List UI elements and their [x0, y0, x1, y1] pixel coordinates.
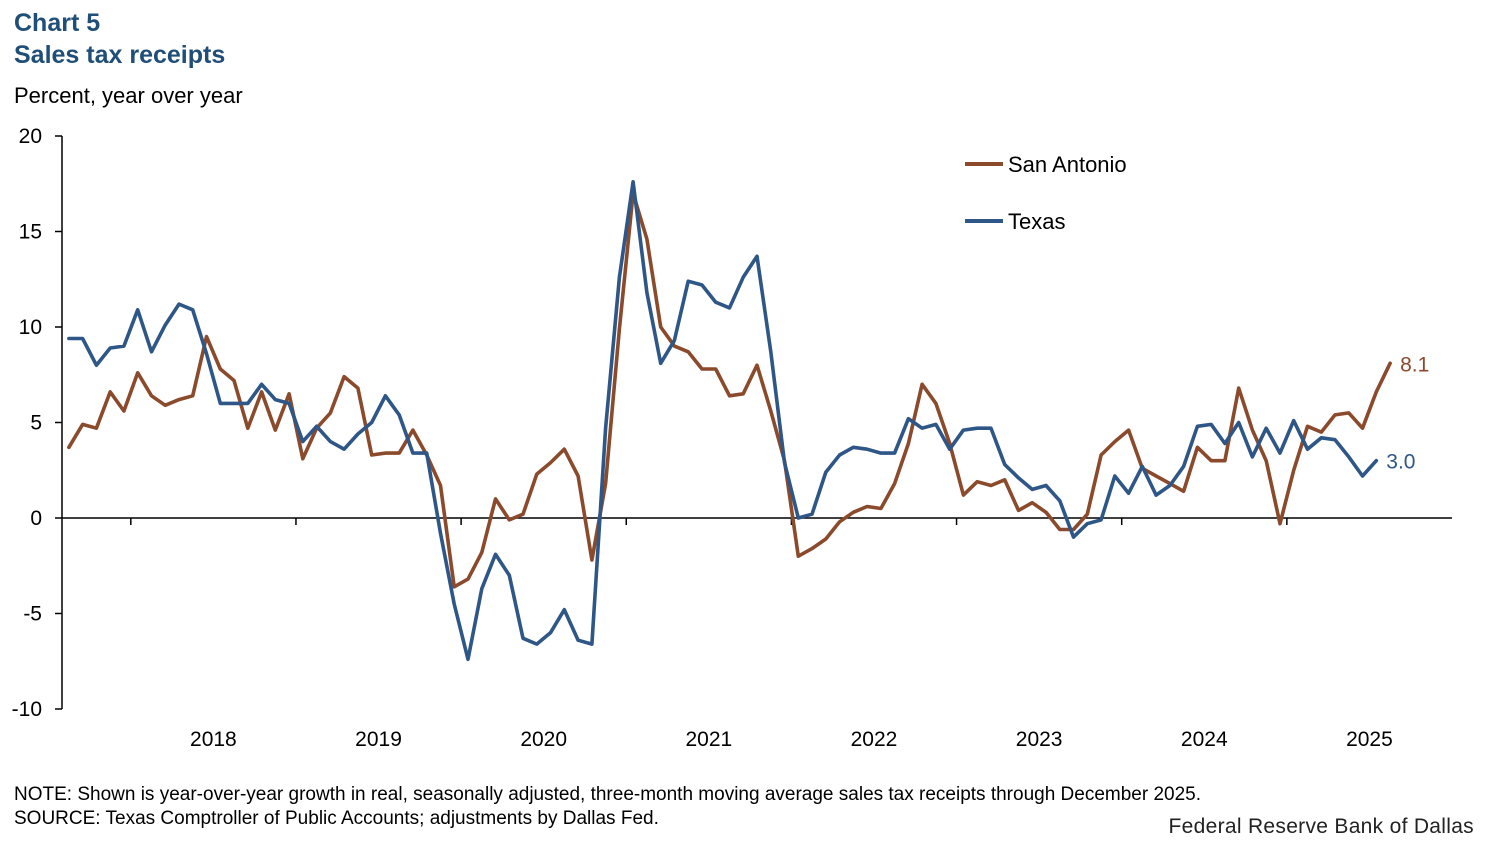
x-tick-label: 2022	[851, 728, 898, 751]
x-tick-label: 2021	[685, 728, 732, 751]
legend-label: Texas	[1008, 209, 1065, 234]
chart-number: Chart 5	[14, 9, 101, 37]
x-tick-label: 2023	[1016, 728, 1063, 751]
end-value-label: 3.0	[1386, 451, 1415, 474]
y-tick-label: -5	[23, 603, 42, 626]
y-tick-label: 20	[19, 125, 42, 148]
x-tick-label: 2018	[190, 728, 237, 751]
x-tick-label: 2024	[1181, 728, 1228, 751]
series-line-texas	[67, 180, 1379, 662]
legend-label: San Antonio	[1008, 152, 1127, 177]
chart-title: Sales tax receipts	[14, 41, 226, 69]
y-tick-label: 0	[30, 507, 42, 530]
y-tick-label: 15	[19, 221, 42, 244]
x-tick-label: 2025	[1346, 728, 1393, 751]
y-tick-label: 10	[19, 316, 42, 339]
x-tick-label: 2019	[355, 728, 402, 751]
x-tick-label: 2020	[520, 728, 567, 751]
y-tick-label: -10	[12, 698, 42, 721]
footnote-note: NOTE: Shown is year-over-year growth in …	[14, 784, 1202, 805]
organization-credit: Federal Reserve Bank of Dallas	[1168, 815, 1474, 838]
y-tick-label: 5	[30, 412, 42, 435]
y-axis-units-label: Percent, year over year	[14, 83, 243, 108]
end-value-label: 8.1	[1400, 353, 1429, 376]
footnote-source: SOURCE: Texas Comptroller of Public Acco…	[14, 808, 659, 829]
